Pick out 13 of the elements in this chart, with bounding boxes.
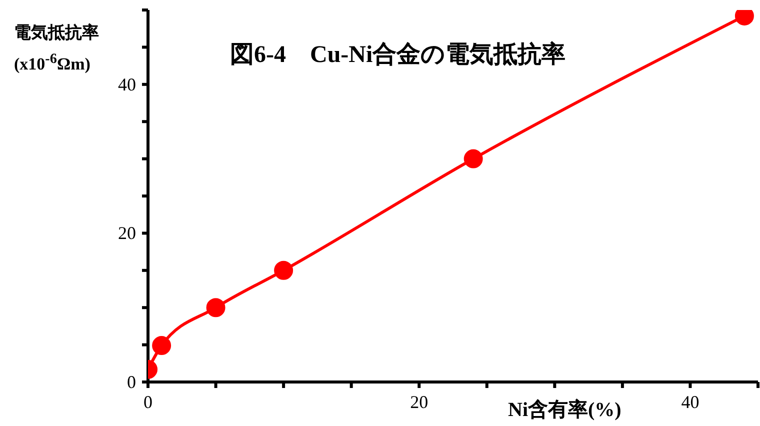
text: 図6-4 Cu-Ni合金の電気抵抗率 — [230, 40, 566, 70]
x-tick-label: 0 — [144, 392, 152, 412]
x-axis-title: Ni含有率(%) — [508, 396, 622, 423]
y-tick-label: 20 — [118, 223, 136, 244]
y-axis-title: 電気抵抗率 (x10$^{-6}$Ωm) — [14, 22, 99, 76]
point — [152, 336, 172, 356]
y-tick-label: 0 — [127, 372, 136, 392]
y-tick-label: 40 — [118, 74, 136, 94]
x-tick-label: 20 — [410, 392, 428, 412]
point — [464, 149, 483, 168]
x-tick-label: 40 — [681, 392, 700, 412]
point — [274, 260, 294, 280]
point — [206, 298, 226, 318]
